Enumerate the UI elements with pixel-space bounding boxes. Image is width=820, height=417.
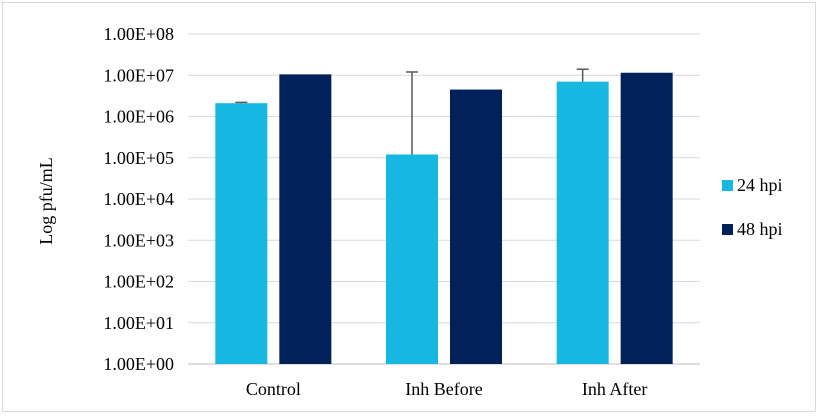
y-tick-label: 1.00E+07	[103, 65, 174, 85]
bar-24-hpi-control	[215, 103, 268, 365]
y-tick-label: 1.00E+00	[103, 354, 174, 374]
bar-24-hpi-inh-before	[386, 154, 438, 364]
legend-swatch	[722, 224, 733, 235]
y-tick-label: 1.00E+01	[103, 313, 174, 333]
y-tick-label: 1.00E+08	[103, 24, 174, 44]
x-category-label: Control	[246, 379, 301, 399]
legend-label: 48 hpi	[737, 219, 783, 239]
y-axis-tick-labels: 1.00E+00 1.00E+01 1.00E+02 1.00E+03 1.00E+04…	[103, 24, 174, 374]
y-tick-label: 1.00E+02	[103, 272, 174, 292]
x-category-label: Inh After	[582, 379, 647, 399]
y-axis-title: Log pfu/mL	[36, 157, 56, 245]
bar-24-hpi-inh-after	[556, 81, 609, 364]
bar-48-hpi-inh-after	[620, 72, 673, 364]
x-axis-category-labels: Control Inh Before Inh After	[246, 379, 648, 399]
bar-48-hpi-inh-before	[450, 89, 502, 364]
legend-swatch	[722, 180, 733, 191]
y-tick-label: 1.00E+06	[103, 107, 174, 127]
y-tick-label: 1.00E+03	[103, 230, 174, 250]
legend: 24 hpi 48 hpi	[722, 175, 783, 239]
legend-label: 24 hpi	[737, 175, 783, 195]
x-category-label: Inh Before	[405, 379, 482, 399]
bar-48-hpi-control	[279, 74, 332, 364]
gridlines	[188, 33, 700, 365]
y-tick-label: 1.00E+04	[103, 189, 174, 209]
error-bars	[235, 68, 589, 155]
y-tick-label: 1.00E+05	[103, 148, 174, 168]
bars	[215, 72, 673, 365]
